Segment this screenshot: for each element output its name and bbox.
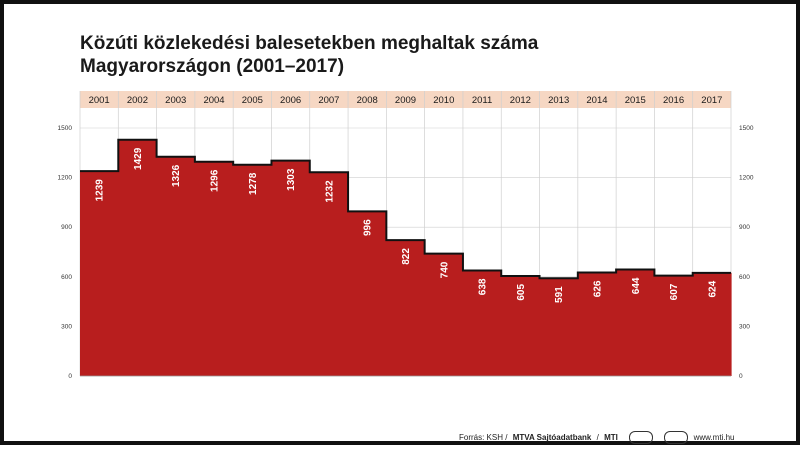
bar [386,240,426,376]
y-tick-label-left: 1500 [58,125,73,132]
value-label: 1303 [286,168,297,191]
bar [271,160,311,376]
mtva-logo-icon [629,431,654,444]
step-outline [80,138,731,280]
y-tick-label-left: 900 [61,224,72,231]
mti-logo-icon [664,431,689,444]
year-label: 2012 [510,95,531,106]
agency-text: MTVA Sajtóadatbank [512,432,592,442]
bar [424,253,464,376]
value-label: 740 [439,261,450,278]
value-label: 1239 [95,179,106,202]
value-label: 626 [592,280,603,297]
bar [616,269,656,376]
bar [501,275,541,376]
mti-text: MTI [604,432,618,442]
value-label: 638 [478,278,489,295]
year-label: 2014 [586,95,607,106]
value-label: 1278 [248,172,259,195]
bar [577,272,617,376]
bar [654,275,694,376]
value-label: 624 [707,280,718,297]
bar [194,161,234,376]
title-line-1: Közúti közlekedési balesetekben meghalta… [80,33,539,54]
y-tick-label-left: 600 [61,274,72,281]
bar [80,171,119,376]
y-tick-label-left: 0 [68,373,72,380]
y-tick-label-right: 1200 [739,175,754,182]
bar [539,278,579,376]
y-tick-label-right: 900 [739,224,750,231]
year-label: 2006 [280,95,301,106]
value-label: 607 [669,283,680,300]
y-tick-label-left: 1200 [58,175,73,182]
year-label: 2004 [203,95,224,106]
year-label: 2011 [472,95,492,106]
y-tick-label-right: 0 [739,373,743,380]
value-label: 996 [363,219,374,236]
bar [309,172,349,376]
value-label: 605 [516,284,527,301]
source-footer: Forrás: KSH / MTVA Sajtóadatbank / MTI w… [459,431,737,444]
year-label: 2013 [548,95,569,106]
year-label: 2003 [165,95,186,106]
y-tick-label-left: 300 [61,323,72,330]
year-header-band [80,91,731,108]
year-label: 2005 [242,95,263,106]
year-label: 2007 [318,95,339,106]
year-label: 2017 [701,95,722,106]
value-label: 1429 [133,147,144,170]
year-label: 2001 [89,95,110,106]
value-label: 1296 [210,169,221,192]
value-label: 644 [631,277,642,294]
bar [118,139,158,376]
source-text: Forrás: KSH / [459,432,508,442]
value-label: 1232 [324,180,335,203]
bar [233,164,273,376]
value-label: 1326 [171,164,182,187]
y-tick-label-right: 600 [739,274,750,281]
chart-title: Közúti közlekedési balesetekben meghalta… [80,32,538,78]
year-label: 2002 [127,95,148,106]
y-tick-label-right: 1500 [739,125,754,132]
value-label: 591 [554,286,565,303]
year-label: 2016 [663,95,684,106]
y-tick-label-right: 300 [739,323,750,330]
bar-chart: 0 0 300 300 600 600 900 900 1200 1200 1500 1500 2001… [58,91,754,380]
bar [156,156,196,376]
bar [692,272,732,376]
bar [348,211,387,376]
year-label: 2010 [433,95,454,106]
value-label: 822 [401,248,412,265]
separator-text: / [596,432,599,442]
year-label: 2008 [357,95,378,106]
title-line-2: Magyarországon (2001–2017) [80,56,345,77]
year-label: 2015 [625,95,646,106]
url-text: www.mti.hu [693,432,735,442]
bar [462,270,502,376]
year-label: 2009 [395,95,416,106]
